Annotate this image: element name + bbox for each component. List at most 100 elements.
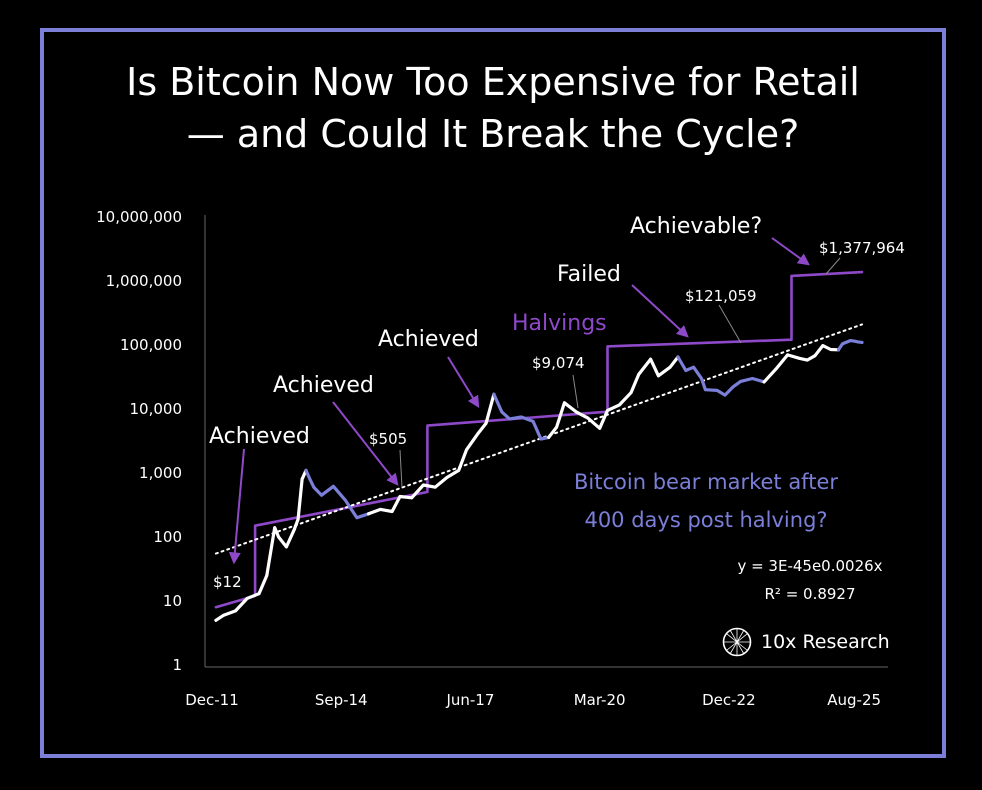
leader-1377964 (825, 257, 841, 275)
data-point (715, 389, 719, 392)
annotation-labels: Achieved Achieved Achieved Failed Achiev… (209, 214, 905, 603)
data-point (265, 574, 269, 577)
data-point (257, 592, 261, 596)
y-tick-label: 10,000 (130, 400, 183, 418)
arrow-achieved-3 (447, 356, 480, 409)
data-point (547, 436, 551, 439)
series-price-0 (214, 468, 308, 622)
leader-505 (399, 449, 403, 488)
x-tick-label: Mar-20 (574, 691, 626, 709)
data-point (465, 448, 468, 452)
data-point (637, 372, 641, 376)
x-tick-label: Sep-14 (315, 691, 368, 709)
series-bear-5 (676, 355, 766, 397)
data-point (245, 597, 249, 600)
x-tick-label: Jun-17 (445, 691, 494, 709)
note-line-1: Bitcoin bear market after (574, 470, 838, 494)
chart-title: Is Bitcoin Now Too Expensive for Retail … (40, 56, 946, 160)
annotation-arrows (228, 237, 841, 565)
x-tick-label: Dec-11 (185, 691, 239, 709)
y-tick-label: 100,000 (120, 336, 182, 354)
data-point (649, 357, 652, 361)
data-point (355, 516, 359, 520)
data-point (563, 401, 566, 405)
series-price-2 (367, 392, 496, 516)
data-point (586, 416, 590, 420)
data-point (410, 496, 414, 500)
data-point (484, 421, 488, 425)
data-point (668, 365, 672, 369)
data-point (829, 348, 833, 351)
data-point (786, 353, 789, 357)
label-121059: $121,059 (685, 287, 757, 305)
data-point (860, 341, 864, 344)
label-12: $12 (213, 573, 242, 591)
data-point (422, 483, 425, 487)
note-line-2: 400 days post halving? (584, 508, 827, 532)
data-point (457, 469, 461, 472)
brand-logo: 10x Research (721, 626, 890, 658)
data-point (739, 380, 742, 383)
data-point (598, 426, 602, 430)
data-point (856, 340, 860, 344)
data-point (398, 495, 402, 498)
data-point (214, 618, 218, 622)
data-point (606, 409, 609, 412)
data-point (433, 485, 437, 489)
label-9074: $9,074 (532, 354, 585, 372)
data-point (852, 339, 856, 343)
data-point (296, 517, 300, 521)
arrow-failed (631, 284, 689, 338)
data-point (617, 403, 621, 407)
data-point (476, 431, 480, 435)
data-point (492, 392, 496, 396)
data-point (797, 356, 801, 360)
data-point (277, 535, 280, 539)
brand-name: 10x Research (761, 631, 890, 653)
data-point (343, 498, 347, 502)
data-point (821, 344, 825, 347)
data-point (751, 377, 754, 380)
data-point (367, 512, 370, 516)
series-price-6 (762, 344, 841, 384)
data-point (222, 613, 226, 617)
x-tick-label: Dec-22 (702, 691, 756, 709)
arrow-achievable (771, 237, 810, 266)
data-point (629, 391, 633, 395)
title-line-2: — and Could It Break the Cycle? (186, 112, 800, 156)
data-point (285, 545, 288, 549)
data-point (692, 365, 695, 369)
x-tick-label: Aug-25 (827, 691, 881, 709)
x-tick-labels: Dec-11 Sep-14 Jun-17 Mar-20 Dec-22 Aug-25 (185, 691, 881, 709)
series-price-4 (547, 355, 680, 439)
data-point (531, 420, 535, 423)
arrow-achieved-2 (332, 401, 399, 486)
annotation-halvings: Halvings (512, 311, 607, 336)
annotation-achievable: Achievable? (630, 214, 762, 239)
data-point (300, 477, 304, 481)
data-point (379, 508, 382, 511)
globe-icon (722, 627, 752, 657)
data-point (304, 469, 308, 472)
data-point (837, 348, 840, 352)
series-layer (214, 270, 864, 622)
data-point (657, 374, 660, 378)
data-point (762, 380, 766, 384)
data-point (390, 510, 394, 513)
data-point (332, 484, 335, 488)
y-tick-label: 10 (163, 592, 182, 610)
data-point (731, 385, 735, 389)
arrow-achieved-1 (228, 448, 245, 565)
leader-121059 (718, 304, 742, 344)
data-point (723, 393, 727, 397)
data-point (805, 358, 809, 362)
data-point (704, 388, 707, 392)
y-tick-labels: 1 10 100 1,000 10,000 100,000 1,000,000 10,000,… (96, 208, 182, 674)
data-point (273, 526, 277, 529)
data-point (555, 425, 558, 429)
data-point (308, 477, 312, 481)
y-tick-label: 100 (153, 528, 182, 546)
series-bear-1 (304, 468, 371, 520)
data-point (848, 339, 852, 342)
